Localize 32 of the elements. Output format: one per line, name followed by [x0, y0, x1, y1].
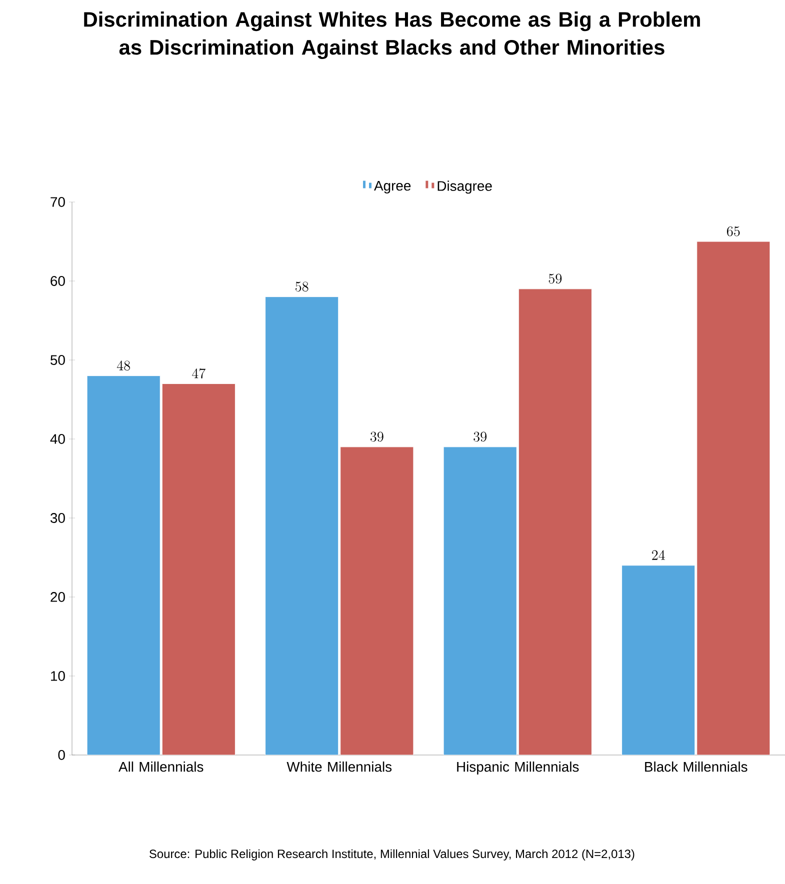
data-label: 65 — [726, 226, 740, 236]
x-tick-label: Hispanic Millennials — [457, 762, 579, 775]
bar — [340, 446, 414, 755]
bar — [622, 565, 696, 755]
chart-title: Discrimination Against Whites Has Become as Big a Problem as Discrimination Against Blacks and Other Minorities — [84, 12, 700, 59]
bar — [696, 241, 770, 755]
x-tick-label: All Millennials — [118, 762, 204, 772]
data-label: 58 — [296, 282, 308, 292]
x-tick-label: Black Millennials — [645, 762, 748, 772]
source-note: Source: Public Religion Research Institute, Millennial Values Survey, March 2012 (N=2,013) — [150, 849, 634, 860]
y-tick-label: 0 — [58, 750, 65, 760]
bar — [265, 296, 339, 755]
data-label: 39 — [474, 432, 487, 442]
data-label: 48 — [116, 360, 130, 371]
y-tick-label: 40 — [50, 434, 65, 444]
y-tick-label: 10 — [51, 671, 65, 681]
data-label: 39 — [370, 432, 384, 442]
x-tick-label: White Millennials — [286, 762, 392, 772]
y-tick-label: 30 — [50, 513, 65, 523]
data-label: 24 — [652, 550, 665, 560]
bar — [518, 288, 592, 755]
legend-label: Disagree — [438, 180, 492, 194]
y-tick-label: 50 — [50, 355, 65, 365]
bar — [162, 383, 236, 755]
legend-label: Agree — [374, 180, 411, 194]
bar — [86, 376, 160, 755]
y-tick-label: 20 — [50, 592, 65, 602]
y-tick-label: 70 — [50, 197, 65, 207]
y-tick-label: 60 — [50, 276, 65, 286]
data-label: 59 — [548, 274, 562, 284]
data-label: 47 — [192, 368, 206, 378]
bar — [443, 446, 517, 755]
